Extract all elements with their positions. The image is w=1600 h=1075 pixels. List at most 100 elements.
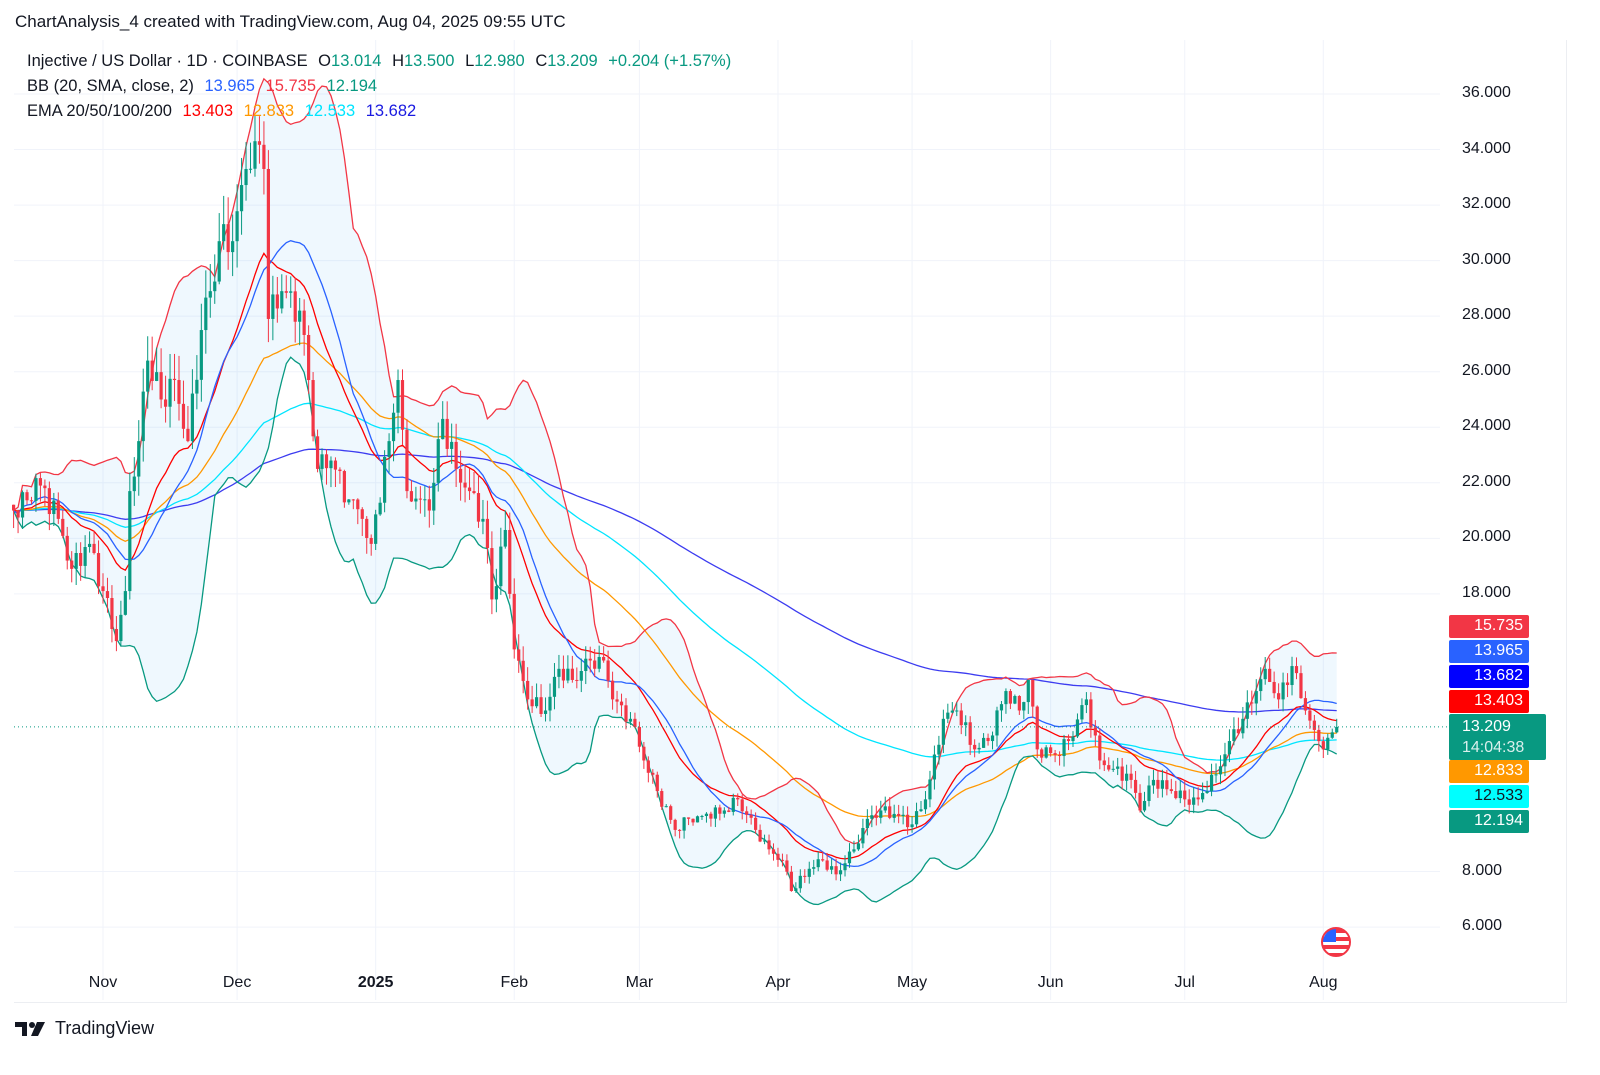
- candle-body: [669, 806, 673, 820]
- y-tick-label: 20.000: [1462, 528, 1511, 546]
- candle-body: [1142, 800, 1147, 811]
- candle-body: [436, 439, 440, 483]
- price-tag: 12.194: [1449, 810, 1529, 833]
- ema-label[interactable]: EMA 20/50/100/200: [27, 102, 172, 120]
- candle-body: [253, 141, 257, 169]
- candle-body: [1008, 691, 1013, 704]
- candle-body: [552, 676, 557, 697]
- candle-body: [1317, 729, 1321, 742]
- candle-body: [946, 712, 950, 719]
- candle-body: [485, 518, 490, 549]
- x-tick-label: Apr: [765, 974, 791, 991]
- candle-body: [901, 814, 905, 817]
- candle-body: [1236, 729, 1240, 734]
- candle-body: [1312, 720, 1316, 730]
- candle-body: [1040, 749, 1044, 758]
- candle-body: [476, 493, 481, 522]
- candle-body: [597, 656, 601, 669]
- candle-body: [61, 518, 65, 536]
- high-label: H: [392, 52, 404, 70]
- candle-body: [186, 428, 190, 442]
- candle-body: [919, 809, 923, 812]
- candle-body: [96, 553, 101, 587]
- candle-body: [780, 859, 785, 861]
- x-tick-label: Dec: [222, 974, 252, 991]
- ema200-value: 13.682: [365, 102, 417, 120]
- candle-body: [47, 488, 51, 515]
- candle-body: [123, 591, 127, 615]
- candle-body: [289, 291, 293, 293]
- candle-body: [534, 697, 539, 707]
- candle-body: [704, 813, 709, 817]
- candle-body: [941, 718, 945, 745]
- candle-body: [293, 291, 297, 322]
- tradingview-logo[interactable]: TradingView: [15, 1018, 154, 1039]
- candle-body: [1330, 732, 1334, 738]
- candle-body: [1075, 719, 1080, 737]
- candle-body: [883, 806, 887, 811]
- candle-body: [1120, 766, 1124, 781]
- candle-body: [1259, 679, 1263, 692]
- candle-body: [1250, 702, 1254, 704]
- candle-body: [834, 866, 838, 875]
- x-tick-label: Mar: [625, 974, 654, 991]
- candle-body: [1031, 679, 1035, 707]
- candle-body: [494, 586, 498, 600]
- candle-body: [740, 799, 744, 812]
- candle-body: [570, 668, 574, 680]
- candle-body: [204, 297, 208, 331]
- candle-body: [172, 378, 177, 381]
- flag-icon[interactable]: [1321, 927, 1351, 957]
- candle-body: [414, 498, 418, 502]
- candle-body: [1044, 747, 1048, 758]
- candle-body: [1294, 666, 1299, 674]
- candle-body: [284, 291, 288, 293]
- last-price-value: 13.209: [1462, 718, 1511, 735]
- candle-body: [222, 224, 226, 242]
- candle-body: [56, 500, 60, 519]
- candle-body: [427, 499, 431, 511]
- candle-body: [338, 469, 342, 472]
- candle-body: [1138, 792, 1142, 811]
- x-tick-label: Jun: [1037, 974, 1064, 991]
- y-tick-label: 28.000: [1462, 306, 1511, 324]
- candle-body: [718, 807, 722, 814]
- candle-body: [365, 518, 369, 538]
- symbol-title[interactable]: Injective / US Dollar · 1D · COINBASE: [27, 52, 308, 70]
- candle-body: [378, 502, 382, 515]
- candle-body: [450, 441, 454, 449]
- y-tick-label: 18.000: [1462, 583, 1511, 601]
- candle-body: [1049, 747, 1053, 754]
- candle-body: [391, 412, 396, 442]
- candle-body: [767, 840, 771, 850]
- candle-body: [38, 478, 43, 486]
- candle-body: [271, 294, 275, 319]
- candle-body: [499, 546, 503, 587]
- bb-label[interactable]: BB (20, SMA, close, 2): [27, 77, 194, 95]
- candle-body: [1080, 705, 1084, 720]
- candle-body: [1254, 691, 1258, 704]
- bb-upper-line: [13, 77, 1337, 845]
- candle-body: [137, 441, 141, 477]
- candle-body: [986, 737, 990, 742]
- price-tag: 13.682: [1449, 665, 1529, 688]
- candle-body: [490, 548, 494, 600]
- candle-body: [914, 811, 919, 825]
- candle-body: [727, 810, 731, 812]
- candle-body: [87, 543, 92, 548]
- candle-body: [731, 797, 735, 812]
- candle-body: [664, 806, 668, 808]
- candle-body: [928, 779, 932, 800]
- candle-body: [1285, 682, 1290, 686]
- candle-body: [432, 482, 436, 511]
- candle-body: [1303, 698, 1308, 711]
- candle-body: [1178, 790, 1182, 799]
- candle-body: [695, 816, 700, 823]
- candle-body: [771, 849, 776, 854]
- candle-body: [1017, 696, 1021, 711]
- candle-body: [1057, 754, 1062, 757]
- candle-body: [865, 818, 869, 829]
- candle-body: [459, 468, 463, 483]
- candle-body: [1107, 765, 1111, 770]
